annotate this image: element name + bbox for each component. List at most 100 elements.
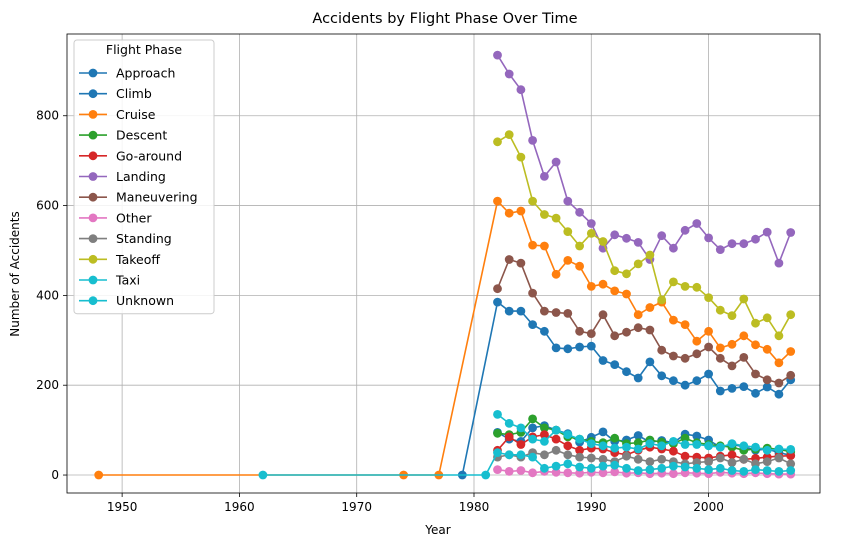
data-point: [786, 451, 796, 461]
legend: Flight Phase Approach Climb Cruise Descent G…: [73, 39, 215, 315]
data-point: [563, 227, 573, 237]
y-tick-label: 400: [36, 288, 59, 302]
data-point: [575, 445, 584, 455]
data-point: [692, 336, 702, 346]
data-point: [692, 282, 702, 292]
data-point: [680, 433, 690, 443]
data-point: [575, 207, 584, 217]
x-axis-label: Year: [424, 523, 450, 537]
data-point: [739, 467, 749, 476]
data-point: [645, 465, 655, 474]
data-point: [528, 196, 537, 206]
data-point: [715, 463, 725, 473]
data-point: [739, 454, 749, 464]
data-point: [704, 465, 713, 474]
y-axis-ticks: 0 200 400 600 800: [36, 109, 67, 482]
y-tick-label: 600: [36, 199, 59, 213]
data-point: [751, 318, 760, 328]
data-point: [622, 451, 631, 461]
data-point: [563, 196, 573, 206]
legend-label: Cruise: [116, 107, 156, 122]
data-point: [528, 423, 537, 433]
data-point: [727, 439, 737, 448]
data-point: [598, 237, 608, 246]
data-point: [657, 463, 667, 473]
data-point: [633, 466, 643, 475]
data-point: [774, 378, 784, 388]
data-point: [504, 432, 514, 442]
data-point: [633, 454, 643, 464]
legend-item: Standing: [79, 231, 172, 246]
data-point: [575, 434, 584, 444]
legend-swatch-marker: [88, 151, 98, 161]
data-point: [575, 462, 584, 472]
data-point: [540, 437, 549, 446]
legend-item: Other: [79, 210, 152, 225]
data-point: [493, 465, 502, 474]
data-point: [504, 419, 514, 428]
data-point: [669, 469, 678, 479]
series-cruise: [94, 196, 796, 480]
data-point: [657, 345, 667, 355]
data-point: [504, 130, 514, 140]
data-point: [786, 445, 796, 454]
legend-label: Taxi: [115, 273, 140, 288]
data-point: [692, 431, 702, 441]
legend-label: Landing: [116, 169, 166, 184]
data-point: [751, 369, 760, 379]
data-point: [633, 444, 643, 454]
data-point: [586, 229, 596, 238]
data-point: [504, 255, 514, 264]
data-point: [680, 462, 690, 472]
data-point: [610, 433, 620, 443]
y-tick-label: 200: [36, 378, 59, 392]
legend-item: Maneuvering: [79, 190, 198, 205]
data-point: [551, 269, 561, 279]
data-point: [575, 326, 584, 336]
legend-label: Maneuvering: [116, 190, 198, 205]
data-point: [504, 208, 514, 218]
data-point: [680, 353, 690, 363]
plot-frame: [66, 33, 821, 494]
data-point: [762, 382, 772, 392]
series-unknown: [493, 410, 796, 455]
data-point: [516, 206, 526, 216]
data-point: [786, 370, 796, 380]
data-point: [586, 453, 596, 463]
data-point: [715, 386, 725, 396]
legend-item: Cruise: [79, 107, 156, 122]
x-tick-label: 1950: [107, 500, 138, 514]
legend-items: Approach Climb Cruise Descent Go-around Landi…: [79, 66, 198, 308]
legend-label: Standing: [116, 231, 172, 246]
data-point: [786, 310, 796, 320]
data-point: [751, 234, 760, 244]
data-point: [610, 286, 620, 296]
data-point: [680, 282, 690, 291]
legend-swatch-marker: [88, 275, 98, 285]
data-point: [540, 241, 549, 251]
x-tick-label: 1960: [224, 500, 255, 514]
data-point: [598, 441, 608, 451]
series-taxi: [258, 448, 796, 480]
data-point: [633, 310, 643, 320]
legend-item: Landing: [79, 169, 166, 184]
data-point: [598, 356, 608, 365]
legend-item: Takeoff: [79, 252, 160, 267]
data-point: [586, 463, 596, 473]
data-point: [704, 326, 713, 336]
data-point: [540, 423, 549, 433]
data-point: [669, 243, 678, 253]
data-point: [563, 256, 573, 265]
data-point: [563, 344, 573, 354]
data-point: [540, 430, 549, 439]
data-point: [493, 428, 502, 438]
data-point: [493, 410, 502, 419]
data-point: [528, 452, 537, 462]
data-point: [751, 442, 760, 452]
data-point: [669, 351, 678, 361]
legend-frame: [73, 39, 215, 315]
data-point: [598, 468, 608, 478]
data-point: [586, 329, 596, 338]
data-point: [622, 463, 631, 473]
data-point: [586, 341, 596, 351]
